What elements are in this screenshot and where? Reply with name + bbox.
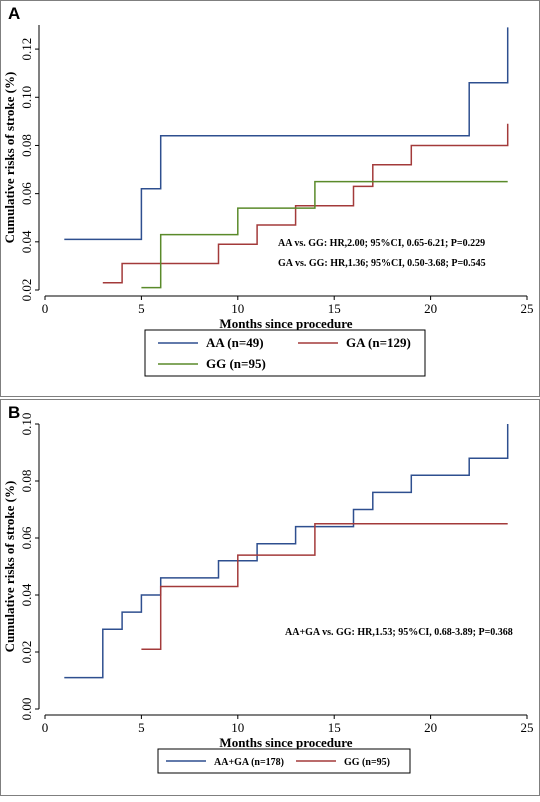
stat-annotation: AA+GA vs. GG: HR,1.53; 95%CI, 0.68-3.89;… [285,627,513,638]
y-tick-label: 0.02 [19,641,34,664]
series-line-0 [64,27,509,241]
y-axis-title: Cumulative risks of stroke (%) [2,72,17,244]
y-tick-label: 0.12 [19,38,34,61]
y-tick-label: 0.02 [19,279,34,302]
y-tick-label: 0.10 [19,86,34,109]
y-tick-label: 0.00 [19,698,34,721]
x-tick-label: 25 [521,720,534,735]
x-axis-title: Months since procedure [219,735,352,750]
panel-a: A 0.02 0.04 0.06 0.08 0.10 0.12 0 5 10 15 20 25 Month… [0,0,540,397]
y-tick-label: 0.06 [19,182,34,205]
series-line-1 [102,123,509,284]
legend-label: GG (n=95) [344,757,390,768]
x-tick-label: 15 [328,301,341,316]
series-line-1 [141,523,508,650]
x-tick-label: 5 [138,720,145,735]
y-tick-label: 0.08 [19,134,34,157]
x-axis-title: Months since procedure [219,316,352,331]
y-tick-label: 0.08 [19,470,34,493]
stat-annotation: GA vs. GG: HR,1.36; 95%CI, 0.50-3.68; P=… [278,258,486,269]
panel-b: B 0.00 0.02 0.04 0.06 0.08 0.10 0 5 10 15 20 25 Month… [0,399,540,796]
panel-letter: A [8,4,20,23]
x-tick-label: 25 [521,301,534,316]
stat-annotation: AA vs. GG: HR,2.00; 95%CI, 0.65-6.21; P=… [278,238,485,249]
x-tick-label: 10 [231,720,244,735]
panel-letter: B [8,403,20,422]
y-axis-title: Cumulative risks of stroke (%) [2,481,17,653]
y-tick-label: 0.04 [19,230,34,253]
y-tick-label: 0.04 [19,583,34,606]
y-tick-label: 0.10 [19,413,34,436]
x-tick-label: 10 [231,301,244,316]
x-tick-label: 20 [424,720,437,735]
y-tick-label: 0.06 [19,526,34,549]
legend-box [144,329,426,377]
series-line-0 [64,424,509,679]
legend-label: AA (n=49) [206,335,264,350]
x-tick-label: 20 [424,301,437,316]
x-tick-label: 0 [42,301,49,316]
legend-label: GA (n=129) [346,335,411,350]
x-tick-label: 5 [138,301,145,316]
x-tick-label: 15 [328,720,341,735]
series-line-2 [141,180,508,289]
panel-frame [0,399,540,796]
legend-label: GG (n=95) [206,356,266,371]
x-tick-label: 0 [42,720,49,735]
legend-label: AA+GA (n=178) [214,757,284,768]
